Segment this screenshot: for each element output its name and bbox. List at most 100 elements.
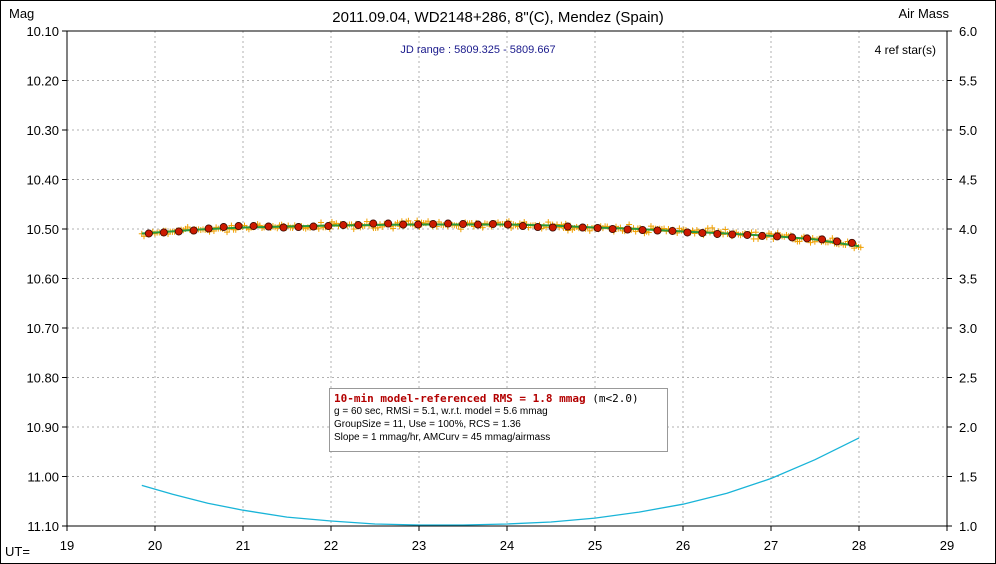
jd-range-annotation: JD range : 5809.325 - 5809.667 bbox=[400, 44, 555, 56]
raw-point bbox=[709, 224, 716, 231]
y-tick-label-right: 3.0 bbox=[959, 321, 977, 336]
binned-point bbox=[758, 231, 767, 240]
model-series bbox=[141, 223, 860, 248]
binned-point bbox=[563, 222, 572, 231]
binned-point bbox=[488, 220, 497, 229]
x-axis-label: UT= bbox=[5, 544, 30, 559]
y-tick-label-right: 2.5 bbox=[959, 371, 977, 386]
stats-line-4: Slope = 1 mmag/hr, AMCurv = 45 mmag/airm… bbox=[334, 432, 551, 443]
x-tick-label: 20 bbox=[148, 538, 162, 553]
raw-point bbox=[796, 238, 803, 245]
raw-point bbox=[807, 239, 814, 246]
binned-point bbox=[818, 235, 827, 244]
raw-point bbox=[390, 225, 397, 232]
x-tick-label: 19 bbox=[60, 538, 74, 553]
binned-point bbox=[788, 233, 797, 242]
ref-stars-annotation: 4 ref star(s) bbox=[875, 43, 936, 57]
x-tick-label: 24 bbox=[500, 538, 514, 553]
stats-box: 10-min model-referenced RMS = 1.8 mmag (… bbox=[329, 388, 668, 452]
x-tick-label: 27 bbox=[764, 538, 778, 553]
x-tick-label: 26 bbox=[676, 538, 690, 553]
y-tick-label-left: 10.10 bbox=[26, 24, 59, 39]
stats-headline: 10-min model-referenced RMS = 1.8 mmag bbox=[334, 392, 586, 405]
y-tick-label-left: 10.80 bbox=[26, 371, 59, 386]
binned-point bbox=[623, 225, 632, 234]
y-tick-label-right: 3.5 bbox=[959, 272, 977, 287]
y-tick-label-left: 10.90 bbox=[26, 420, 59, 435]
x-tick-label: 21 bbox=[236, 538, 250, 553]
stats-line-3: GroupSize = 11, Use = 100%, RCS = 1.36 bbox=[334, 419, 521, 430]
y-tick-label-right: 6.0 bbox=[959, 24, 977, 39]
y-tick-label-right: 5.5 bbox=[959, 74, 977, 89]
binned-point bbox=[833, 237, 842, 246]
stats-headline-line: 10-min model-referenced RMS = 1.8 mmag (… bbox=[334, 392, 663, 405]
binned-point bbox=[159, 228, 168, 237]
binned-point bbox=[713, 229, 722, 238]
binned-point bbox=[608, 224, 617, 233]
x-tick-label: 22 bbox=[324, 538, 338, 553]
raw-point bbox=[545, 219, 552, 226]
airmass-series bbox=[141, 437, 860, 526]
raw-point bbox=[722, 226, 729, 233]
axis-ticks: 19 20 21 22 23 24 25 26 27 28 29 10.10 10.20 10.30 10.… bbox=[26, 24, 977, 553]
binned-point bbox=[803, 234, 812, 243]
binned-point bbox=[309, 222, 318, 231]
binned-point bbox=[264, 222, 273, 231]
y-tick-label-right: 1.0 bbox=[959, 519, 977, 534]
y-tick-label-left: 10.50 bbox=[26, 222, 59, 237]
binned-point bbox=[773, 232, 782, 241]
binned-point bbox=[294, 223, 303, 232]
binned-point bbox=[279, 223, 288, 232]
chart-title: 2011.09.04, WD2148+286, 8"(C), Mendez (S… bbox=[332, 9, 664, 26]
y-tick-label-left: 10.20 bbox=[26, 74, 59, 89]
raw-point bbox=[479, 224, 486, 231]
binned-point bbox=[533, 223, 542, 232]
binned-point bbox=[174, 227, 183, 236]
binned-point bbox=[384, 219, 393, 228]
binned-point bbox=[638, 225, 647, 234]
y-tick-label-right: 4.0 bbox=[959, 222, 977, 237]
y-tick-label-right: 1.5 bbox=[959, 470, 977, 485]
y-axis-left-label: Mag bbox=[9, 6, 34, 21]
x-tick-label: 29 bbox=[940, 538, 954, 553]
y-axis-right-label: Air Mass bbox=[898, 6, 949, 21]
y-tick-label-left: 11.00 bbox=[27, 470, 59, 485]
y-tick-label-left: 10.60 bbox=[26, 272, 59, 287]
y-tick-label-left: 11.10 bbox=[27, 519, 59, 534]
binned-point bbox=[429, 220, 438, 229]
binned-point bbox=[593, 224, 602, 233]
y-tick-label-right: 2.0 bbox=[959, 420, 977, 435]
binned-point bbox=[399, 220, 408, 229]
binned-point bbox=[189, 226, 198, 235]
binned-point bbox=[204, 224, 213, 233]
binned-point bbox=[458, 220, 467, 229]
airmass-line bbox=[141, 437, 860, 526]
y-tick-label-left: 10.40 bbox=[26, 173, 59, 188]
x-tick-label: 28 bbox=[852, 538, 866, 553]
raw-point bbox=[317, 219, 324, 226]
y-tick-label-right: 4.5 bbox=[959, 173, 977, 188]
binned-point bbox=[698, 228, 707, 237]
binned-point bbox=[234, 222, 243, 231]
y-tick-label-right: 5.0 bbox=[959, 123, 977, 138]
binned-point bbox=[144, 229, 153, 238]
raw-point bbox=[350, 226, 357, 233]
y-tick-label-left: 10.30 bbox=[26, 123, 59, 138]
raw-point bbox=[425, 218, 432, 225]
raw-point bbox=[857, 244, 864, 251]
raw-point bbox=[829, 235, 836, 242]
binned-point bbox=[414, 220, 423, 229]
binned-point bbox=[578, 223, 587, 232]
binned-point bbox=[339, 221, 348, 230]
x-tick-label: 25 bbox=[588, 538, 602, 553]
binned-point bbox=[668, 226, 677, 235]
stats-line-2: g = 60 sec, RMSi = 5.1, w.r.t. model = 5… bbox=[334, 406, 548, 417]
binned-point bbox=[324, 222, 333, 231]
binned-point bbox=[728, 230, 737, 239]
binned-point bbox=[444, 219, 453, 228]
binned-point bbox=[249, 222, 258, 231]
binned-point bbox=[653, 226, 662, 235]
binned-point bbox=[518, 222, 527, 231]
